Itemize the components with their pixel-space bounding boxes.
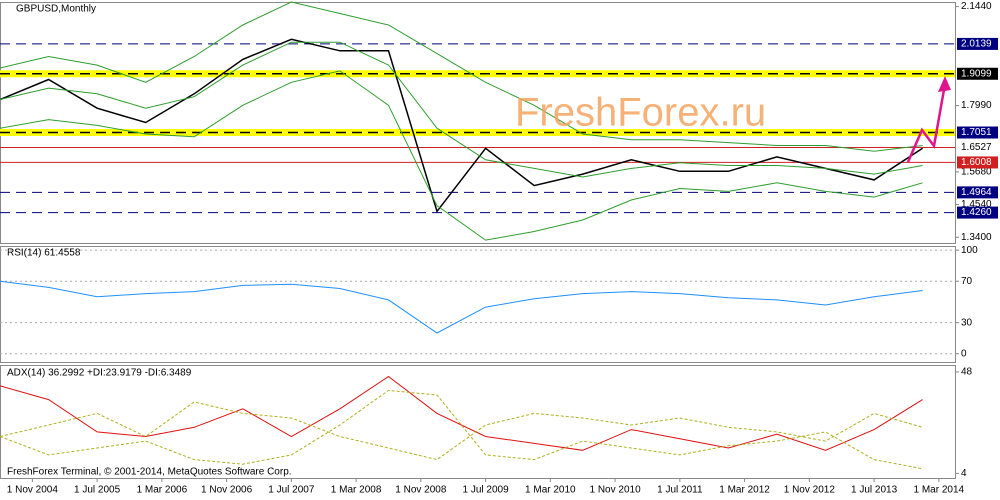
level-label: 1.4260 xyxy=(961,207,992,218)
x-tick-label: 1 Jul 2013 xyxy=(851,485,898,496)
level-label: 1.6527 xyxy=(961,142,992,153)
rsi-title: RSI(14) 61.4558 xyxy=(7,248,81,259)
series-line xyxy=(0,41,923,178)
y-tick-label: 1.5680 xyxy=(961,166,992,177)
y-tick-label: 70 xyxy=(961,276,973,287)
level-label: 1.4964 xyxy=(961,187,992,198)
x-tick-label: 1 Jul 2007 xyxy=(268,485,315,496)
level-label: 1.6008 xyxy=(961,157,992,168)
level-label: 1.7051 xyxy=(961,127,992,138)
x-tick-label: 1 Mar 2008 xyxy=(331,485,382,496)
x-tick-label: 1 Nov 2004 xyxy=(7,485,59,496)
adx-title: ADX(14) 36.2992 +DI:23.9179 -DI:6.3489 xyxy=(7,368,192,379)
x-tick-label: 1 Nov 2006 xyxy=(201,485,253,496)
chart-title: GBPUSD,Monthly xyxy=(16,4,96,15)
level-label-box xyxy=(957,37,998,50)
level-label: 2.0139 xyxy=(961,39,992,50)
series-line xyxy=(0,1,923,152)
series-line xyxy=(0,401,923,461)
x-tick-label: 1 Nov 2010 xyxy=(590,485,642,496)
series-line xyxy=(0,375,923,451)
x-tick-label: 1 Nov 2012 xyxy=(784,485,836,496)
level-label: 1.9099 xyxy=(961,68,992,79)
y-tick-label: 4 xyxy=(961,468,967,479)
level-label-box xyxy=(957,126,998,139)
y-tick-label: 1.3400 xyxy=(961,232,992,243)
level-label-box xyxy=(957,67,998,80)
footer: FreshForex Terminal, © 2001-2014, MetaQu… xyxy=(7,467,292,478)
rsi-panel xyxy=(0,246,956,363)
forecast-arrow xyxy=(906,76,951,163)
level-label-box xyxy=(957,186,998,199)
x-tick-label: 1 Jul 2005 xyxy=(74,485,121,496)
series-line xyxy=(0,38,924,214)
y-tick-label: 0 xyxy=(961,348,967,359)
level-label-box xyxy=(957,156,998,169)
y-tick-label: 2.1440 xyxy=(961,1,992,12)
adx-panel xyxy=(0,365,956,479)
level-label-box xyxy=(957,206,998,219)
level-label-box xyxy=(957,141,998,154)
y-tick-label: 1.4540 xyxy=(961,199,992,210)
x-tick-label: 1 Mar 2012 xyxy=(719,485,770,496)
x-tick-label: 1 Mar 2014 xyxy=(914,485,965,496)
watermark: FreshForex.ru xyxy=(515,91,766,135)
x-tick-label: 1 Mar 2006 xyxy=(137,485,188,496)
y-tick-label: 48 xyxy=(961,367,973,378)
price-panel xyxy=(0,2,956,244)
x-tick-label: 1 Jul 2011 xyxy=(657,485,703,496)
y-tick-label: 100 xyxy=(961,245,978,256)
y-tick-label: 1.7990 xyxy=(961,100,992,111)
x-tick-label: 1 Mar 2010 xyxy=(525,485,576,496)
x-tick-label: 1 Jul 2009 xyxy=(463,485,510,496)
x-tick-label: 1 Nov 2008 xyxy=(395,485,447,496)
series-line xyxy=(0,70,923,241)
series-line xyxy=(0,389,923,470)
series-line xyxy=(0,280,923,334)
y-tick-label: 30 xyxy=(961,317,973,328)
